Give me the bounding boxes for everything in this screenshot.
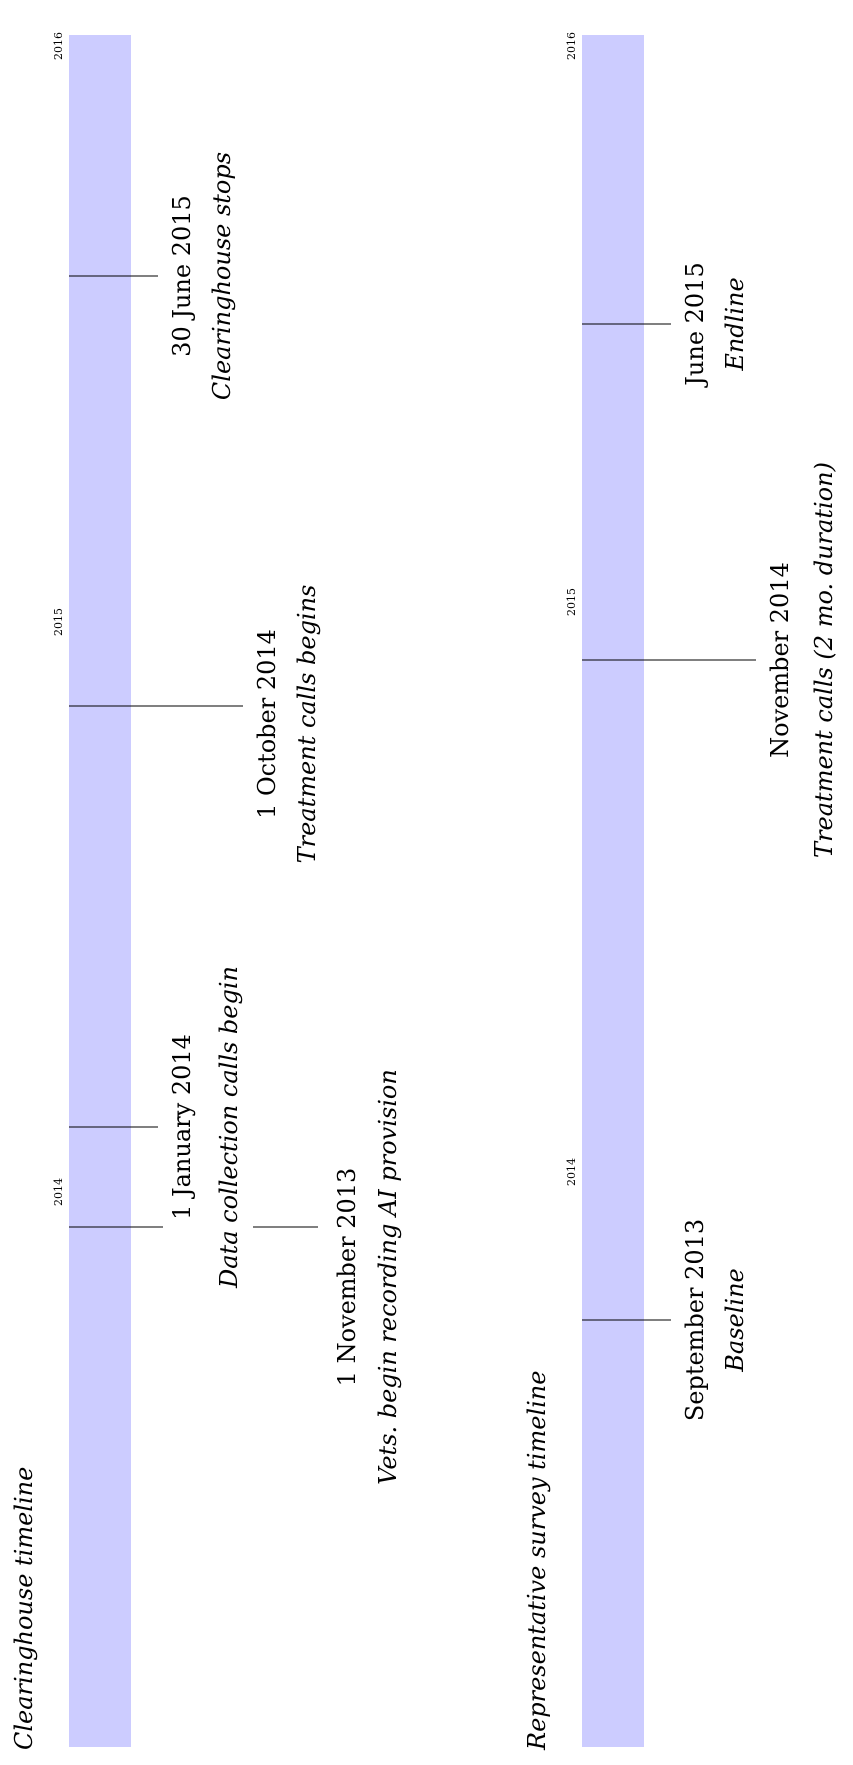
clearinghouse-timeline: Clearinghouse timeline 2016 2015 2014 30… bbox=[10, 32, 402, 1750]
clearinghouse-event-date-october-2014: 1 October 2014 bbox=[253, 629, 281, 819]
clearinghouse-timeline-title: Clearinghouse timeline bbox=[10, 1467, 38, 1750]
survey-event-date-june-2015: June 2015 bbox=[681, 262, 709, 388]
clearinghouse-year-2014-label: 2014 bbox=[52, 1178, 65, 1206]
survey-year-2015-label: 2015 bbox=[565, 588, 578, 616]
clearinghouse-year-2015-label: 2015 bbox=[52, 608, 65, 636]
survey-timeline-bar bbox=[582, 35, 644, 1747]
clearinghouse-event-date-june-2015: 30 June 2015 bbox=[168, 195, 196, 357]
survey-event-desc-september-2013: Baseline bbox=[721, 1268, 749, 1372]
clearinghouse-event-desc-january-2014: Data collection calls begin bbox=[215, 966, 243, 1289]
clearinghouse-year-2016-label: 2016 bbox=[52, 32, 65, 60]
clearinghouse-event-date-january-2014: 1 January 2014 bbox=[168, 1034, 196, 1220]
clearinghouse-timeline-bar bbox=[69, 35, 131, 1747]
clearinghouse-event-date-november-2013: 1 November 2013 bbox=[333, 1168, 361, 1387]
clearinghouse-event-desc-june-2015: Clearinghouse stops bbox=[208, 152, 236, 400]
survey-event-date-november-2014: November 2014 bbox=[766, 562, 794, 758]
survey-year-2016-label: 2016 bbox=[565, 32, 578, 60]
survey-year-2014-label: 2014 bbox=[565, 1158, 578, 1186]
survey-event-desc-june-2015: Endline bbox=[721, 277, 749, 371]
survey-timeline: Representative survey timeline 2016 2015… bbox=[523, 32, 838, 1751]
clearinghouse-event-desc-october-2014: Treatment calls begins bbox=[293, 585, 321, 864]
clearinghouse-event-desc-november-2013: Vets. begin recording AI provision bbox=[374, 1069, 402, 1485]
survey-event-date-september-2013: September 2013 bbox=[681, 1219, 709, 1421]
survey-timeline-title: Representative survey timeline bbox=[523, 1371, 551, 1751]
survey-event-desc-november-2014: Treatment calls (2 mo. duration) bbox=[810, 462, 838, 858]
